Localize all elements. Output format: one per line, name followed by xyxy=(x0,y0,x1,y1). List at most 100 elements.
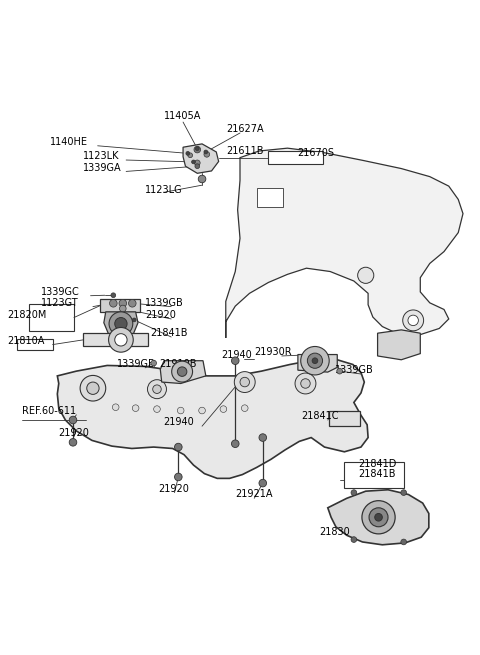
Circle shape xyxy=(175,473,182,481)
Circle shape xyxy=(108,328,133,352)
Polygon shape xyxy=(100,299,140,312)
Text: 1339GB: 1339GB xyxy=(117,359,156,369)
Polygon shape xyxy=(84,333,148,346)
Circle shape xyxy=(153,385,161,394)
Circle shape xyxy=(240,377,250,387)
Circle shape xyxy=(259,434,266,441)
Polygon shape xyxy=(298,354,337,372)
Circle shape xyxy=(80,375,106,401)
Text: 21920: 21920 xyxy=(145,310,176,320)
Circle shape xyxy=(109,312,133,335)
Polygon shape xyxy=(226,148,463,338)
Circle shape xyxy=(132,318,136,322)
Circle shape xyxy=(178,407,184,414)
Polygon shape xyxy=(329,411,360,426)
Circle shape xyxy=(301,346,329,375)
Bar xyxy=(29,304,74,331)
Circle shape xyxy=(109,299,117,307)
Polygon shape xyxy=(328,490,429,545)
Text: 1339GA: 1339GA xyxy=(84,163,122,173)
Circle shape xyxy=(358,267,374,284)
Circle shape xyxy=(172,361,192,382)
Text: 11405A: 11405A xyxy=(164,111,202,121)
Polygon shape xyxy=(104,312,138,338)
Text: 21627A: 21627A xyxy=(226,124,264,134)
Text: 21841C: 21841C xyxy=(301,411,339,421)
Circle shape xyxy=(351,536,357,542)
Polygon shape xyxy=(183,144,219,174)
Circle shape xyxy=(194,146,201,153)
Text: 1339GB: 1339GB xyxy=(145,298,184,308)
Circle shape xyxy=(337,368,343,374)
Circle shape xyxy=(375,514,383,521)
Text: 21940: 21940 xyxy=(221,350,252,360)
Circle shape xyxy=(241,405,248,411)
Text: 21921A: 21921A xyxy=(236,489,273,499)
Text: 21841B: 21841B xyxy=(359,470,396,479)
Circle shape xyxy=(178,367,187,377)
Circle shape xyxy=(112,404,119,411)
Text: 1339GC: 1339GC xyxy=(41,287,80,297)
Circle shape xyxy=(119,299,127,307)
Circle shape xyxy=(69,416,77,424)
Text: 1339GB: 1339GB xyxy=(335,365,373,375)
Text: 21910B: 21910B xyxy=(159,359,197,369)
Text: 21920: 21920 xyxy=(59,428,89,438)
Text: 1123GT: 1123GT xyxy=(41,298,78,308)
Circle shape xyxy=(351,490,357,495)
Text: 21611B: 21611B xyxy=(226,146,263,156)
Circle shape xyxy=(204,151,210,157)
Text: 21841B: 21841B xyxy=(150,328,187,339)
Text: 1123LK: 1123LK xyxy=(84,151,120,161)
Circle shape xyxy=(307,353,323,368)
Circle shape xyxy=(204,150,208,154)
Text: 21920: 21920 xyxy=(158,483,189,494)
Bar xyxy=(257,189,283,206)
Polygon shape xyxy=(160,361,206,383)
Polygon shape xyxy=(57,360,368,478)
Circle shape xyxy=(403,310,424,331)
Circle shape xyxy=(188,153,192,158)
Text: 21940: 21940 xyxy=(163,417,194,427)
Circle shape xyxy=(234,371,255,392)
Text: 21830: 21830 xyxy=(320,527,350,537)
Circle shape xyxy=(199,407,205,414)
Circle shape xyxy=(87,382,99,394)
Circle shape xyxy=(408,315,419,326)
Circle shape xyxy=(312,358,318,364)
Circle shape xyxy=(192,160,195,164)
Circle shape xyxy=(154,406,160,413)
Circle shape xyxy=(301,379,310,388)
Bar xyxy=(268,151,323,164)
Text: 1123LG: 1123LG xyxy=(145,185,183,195)
Circle shape xyxy=(362,500,395,534)
Text: 21810A: 21810A xyxy=(8,335,45,346)
Bar xyxy=(344,462,404,488)
Circle shape xyxy=(111,293,116,297)
Circle shape xyxy=(195,147,199,151)
Text: 21841D: 21841D xyxy=(359,459,397,469)
Circle shape xyxy=(401,490,407,495)
Bar xyxy=(17,339,53,350)
Circle shape xyxy=(194,160,200,166)
Circle shape xyxy=(295,373,316,394)
Circle shape xyxy=(175,443,182,451)
Circle shape xyxy=(147,380,167,399)
Circle shape xyxy=(115,333,127,346)
Polygon shape xyxy=(378,330,420,360)
Circle shape xyxy=(132,405,139,411)
Circle shape xyxy=(115,318,127,330)
Circle shape xyxy=(69,438,77,446)
Circle shape xyxy=(369,508,388,527)
Circle shape xyxy=(186,151,190,155)
Circle shape xyxy=(129,299,136,307)
Text: 1140HE: 1140HE xyxy=(50,137,88,147)
Circle shape xyxy=(231,357,239,364)
Text: REF.60-611: REF.60-611 xyxy=(22,405,76,416)
Text: 21820M: 21820M xyxy=(8,310,47,320)
Circle shape xyxy=(151,360,156,366)
Circle shape xyxy=(231,440,239,447)
Circle shape xyxy=(195,164,200,168)
Circle shape xyxy=(401,539,407,545)
Circle shape xyxy=(259,479,266,487)
